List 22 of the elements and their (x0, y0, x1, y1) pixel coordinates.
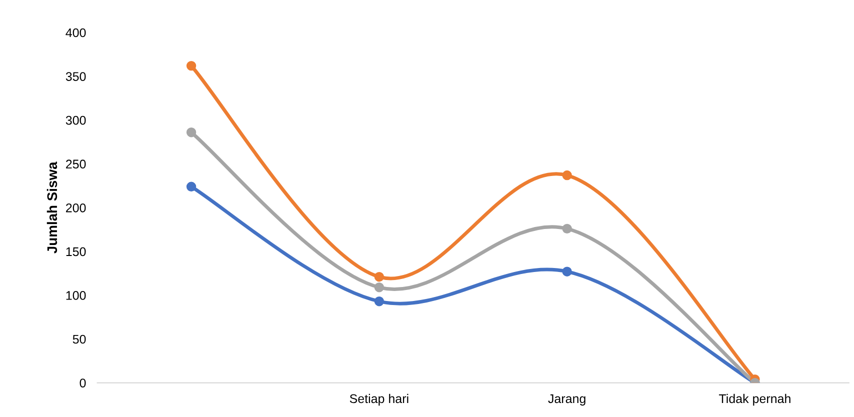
point (562, 170, 572, 180)
y-tick-label: 200 (66, 203, 86, 212)
y-tick-label: 300 (66, 116, 86, 125)
point (562, 224, 572, 234)
point (374, 296, 384, 306)
y-tick-label: 250 (66, 160, 86, 169)
y-tick-label: 400 (66, 28, 86, 38)
point (186, 127, 196, 138)
x-tick-label: Setiap hari (350, 394, 408, 406)
y-tick-label: 0 (80, 378, 86, 388)
y-tick-label: 350 (66, 72, 86, 81)
point (186, 182, 196, 192)
y-tick-label: 150 (66, 247, 86, 256)
y-tick-label: 100 (66, 291, 86, 300)
y-axis-title: Jumlah Siswa (46, 162, 58, 254)
x-tick-label: Jarang (548, 394, 586, 406)
point (374, 282, 384, 292)
point (186, 60, 196, 71)
point (562, 266, 572, 276)
point (374, 272, 384, 282)
y-tick-label: 50 (72, 334, 86, 344)
x-tick-label: Tidak pernah (718, 394, 790, 406)
